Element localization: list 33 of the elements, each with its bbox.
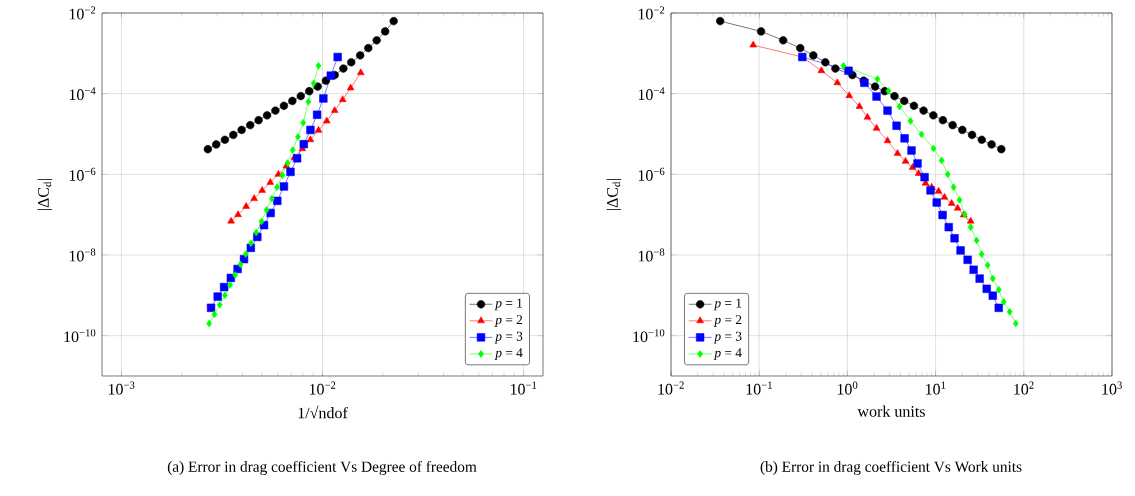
x-tick-label: 10$^{3}$ xyxy=(1102,381,1122,395)
legend-label: p = 4 xyxy=(494,348,523,360)
text: (a) Error in drag coefficient Vs Degree of freedom xyxy=(167,460,477,476)
x-axis-title: work units xyxy=(857,405,925,417)
legend-label: p = 3 xyxy=(713,331,742,344)
legend-label: p = 1 xyxy=(494,298,523,311)
legend-label: p = 1 xyxy=(713,298,742,311)
legend-label: p = 2 xyxy=(494,315,523,327)
y-axis-title: |ΔC$_{d}$| xyxy=(37,179,53,210)
x-tick-label: 10$^{−2}$ xyxy=(658,381,684,395)
x-tick-label: 10$^{0}$ xyxy=(837,381,858,395)
x-tick-label: 10$^{1}$ xyxy=(926,381,946,395)
y-tick-label: 10$^{−2}$ xyxy=(638,6,665,20)
y-tick-label: 10$^{−8}$ xyxy=(638,248,665,262)
text: (b) Error in drag coefficient Vs Work units xyxy=(760,460,1022,476)
y-tick-label: 10$^{−4}$ xyxy=(638,87,665,101)
y-tick-label: 10$^{−6}$ xyxy=(638,167,665,181)
y-tick-label: 10$^{−10}$ xyxy=(633,329,665,343)
x-tick-label: 10$^{−3}$ xyxy=(108,381,135,395)
legend-label: p = 4 xyxy=(713,348,742,360)
x-tick-label: 10$^{−2}$ xyxy=(309,381,336,395)
y-tick-label: 10$^{−4}$ xyxy=(69,87,96,101)
x-tick-label: 10$^{−1}$ xyxy=(510,381,537,395)
x-tick-label: 10$^{−1}$ xyxy=(746,381,772,395)
y-tick-label: 10$^{−2}$ xyxy=(69,6,96,20)
legend-label: p = 3 xyxy=(494,331,523,344)
y-axis-title: |ΔC$_{d}$| xyxy=(606,179,622,210)
x-axis-title: 1/√ndof xyxy=(298,405,348,419)
y-tick-label: 10$^{−10}$ xyxy=(64,329,96,343)
legend-label: p = 2 xyxy=(713,315,742,327)
y-tick-label: 10$^{−8}$ xyxy=(69,248,96,262)
x-tick-label: 10$^{2}$ xyxy=(1014,381,1034,395)
y-tick-label: 10$^{−6}$ xyxy=(69,167,96,181)
